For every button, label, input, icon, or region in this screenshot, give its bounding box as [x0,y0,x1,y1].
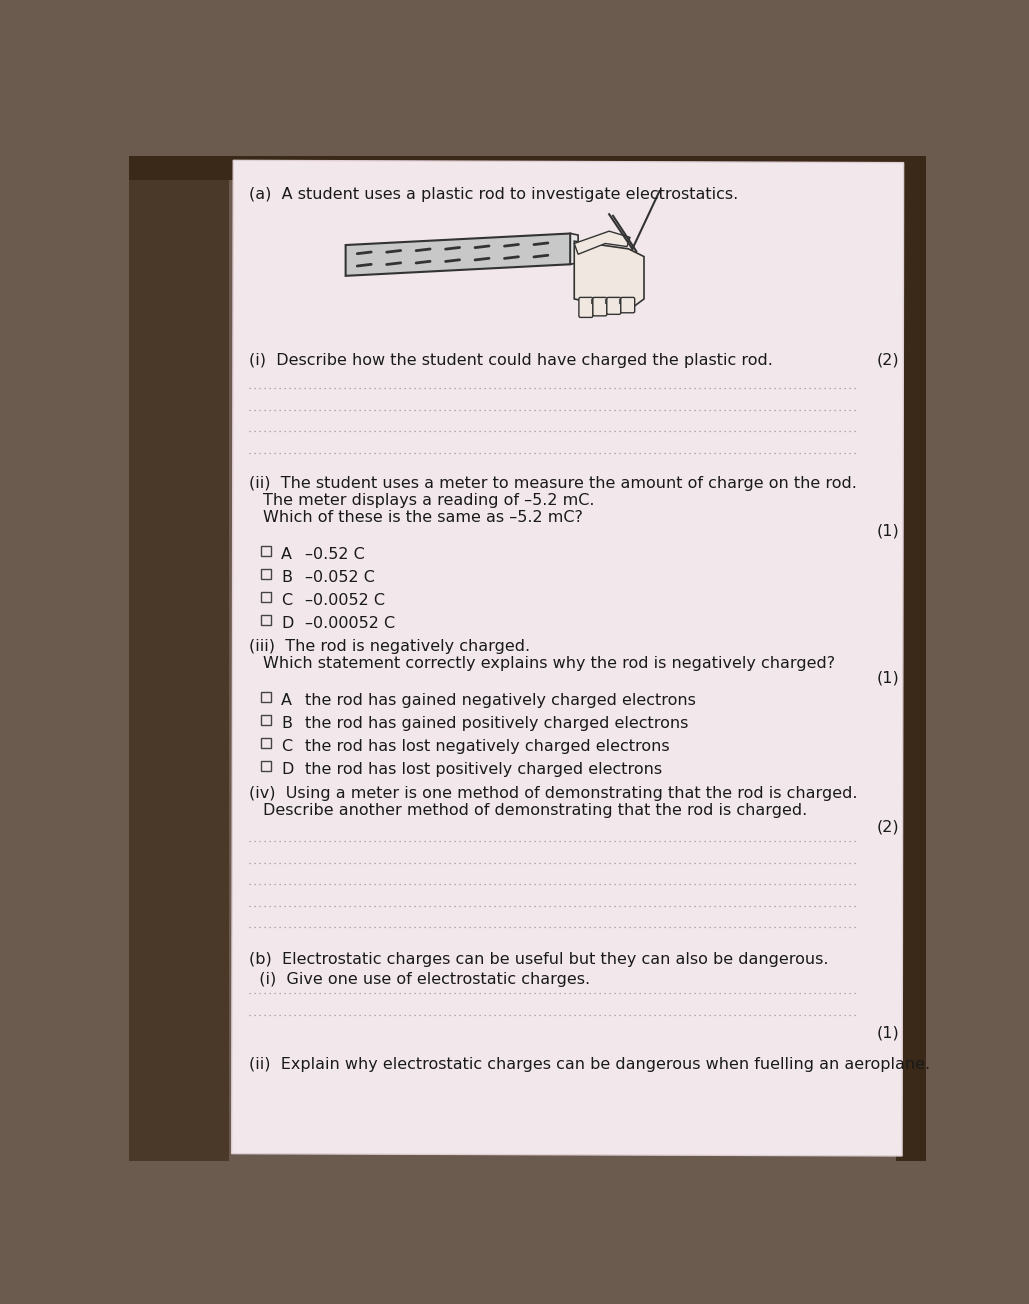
Text: (2): (2) [877,819,899,835]
Text: the rod has lost negatively charged electrons: the rod has lost negatively charged elec… [305,739,669,755]
Text: (b)  Electrostatic charges can be useful but they can also be dangerous.: (b) Electrostatic charges can be useful … [249,952,828,966]
FancyBboxPatch shape [593,297,607,316]
Polygon shape [129,156,926,180]
Text: C: C [281,593,292,608]
Text: –0.052 C: –0.052 C [305,570,375,585]
Polygon shape [346,233,570,276]
Text: (1): (1) [877,1026,899,1041]
Text: Which statement correctly explains why the rod is negatively charged?: Which statement correctly explains why t… [262,656,835,672]
Text: D: D [281,617,293,631]
Text: (iii)  The rod is negatively charged.: (iii) The rod is negatively charged. [249,639,530,655]
Text: (ii)  Explain why electrostatic charges can be dangerous when fuelling an aeropl: (ii) Explain why electrostatic charges c… [249,1056,930,1072]
Text: Which of these is the same as –5.2 mC?: Which of these is the same as –5.2 mC? [262,510,582,526]
Text: A: A [281,694,292,708]
Polygon shape [896,156,926,1161]
Text: B: B [281,570,292,585]
Text: (i)  Describe how the student could have charged the plastic rod.: (i) Describe how the student could have … [249,353,773,368]
FancyBboxPatch shape [620,297,635,313]
Text: B: B [281,716,292,732]
Text: the rod has gained negatively charged electrons: the rod has gained negatively charged el… [305,694,696,708]
Text: The meter displays a reading of –5.2 mC.: The meter displays a reading of –5.2 mC. [262,493,594,509]
Text: D: D [281,763,293,777]
Bar [260,738,271,748]
FancyBboxPatch shape [579,297,593,317]
Polygon shape [574,241,644,310]
Text: (a)  A student uses a plastic rod to investigate electrostatics.: (a) A student uses a plastic rod to inve… [249,188,738,202]
Bar [260,615,271,625]
Polygon shape [232,160,903,1155]
Bar [260,692,271,702]
Text: the rod has gained positively charged electrons: the rod has gained positively charged el… [305,716,688,732]
Text: (ii)  The student uses a meter to measure the amount of charge on the rod.: (ii) The student uses a meter to measure… [249,476,856,492]
Polygon shape [574,231,630,254]
FancyBboxPatch shape [607,297,620,314]
Bar [260,569,271,579]
Bar [260,715,271,725]
Text: (iv)  Using a meter is one method of demonstrating that the rod is charged.: (iv) Using a meter is one method of demo… [249,785,857,801]
Text: –0.00052 C: –0.00052 C [305,617,395,631]
Polygon shape [129,156,229,1161]
Text: –0.52 C: –0.52 C [305,546,364,562]
Text: A: A [281,546,292,562]
Bar [260,545,271,556]
Text: C: C [281,739,292,755]
Text: –0.0052 C: –0.0052 C [305,593,385,608]
Text: Describe another method of demonstrating that the rod is charged.: Describe another method of demonstrating… [262,802,807,818]
Text: (i)  Give one use of electrostatic charges.: (i) Give one use of electrostatic charge… [249,971,590,987]
Text: (1): (1) [877,524,899,539]
Text: (2): (2) [877,353,899,368]
Bar [260,762,271,772]
Text: the rod has lost positively charged electrons: the rod has lost positively charged elec… [305,763,662,777]
Polygon shape [570,233,578,265]
Bar [260,592,271,602]
Text: (1): (1) [877,670,899,685]
